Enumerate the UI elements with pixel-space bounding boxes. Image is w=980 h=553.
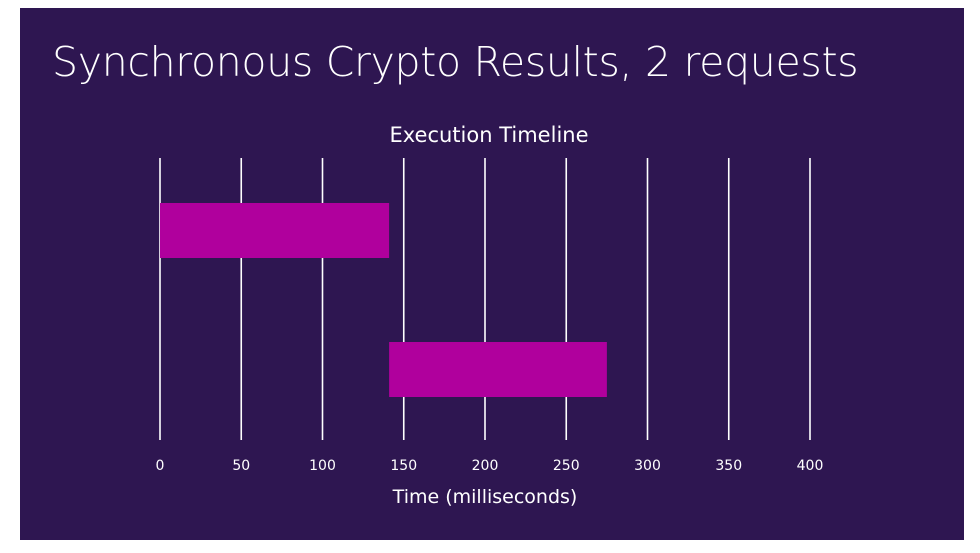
x-tick-label-100: 100 — [309, 458, 336, 474]
x-tick-label-350: 350 — [715, 458, 742, 474]
x-tick-label-50: 50 — [232, 458, 250, 474]
slide: Synchronous Crypto Results, 2 requests E… — [20, 8, 964, 540]
x-tick-labels: 0 50 100 150 200 250 300 350 400 — [156, 458, 824, 474]
x-tick-label-300: 300 — [634, 458, 661, 474]
x-tick-label-250: 250 — [553, 458, 580, 474]
x-tick-label-0: 0 — [156, 458, 165, 474]
execution-timeline-chart: Execution Timeline 0 50 100 150 200 250 300 350… — [156, 123, 824, 508]
bars — [160, 203, 607, 397]
timeline-bar-2 — [389, 342, 607, 397]
x-tick-label-150: 150 — [390, 458, 417, 474]
slide-title: Synchronous Crypto Results, 2 requests — [52, 38, 859, 86]
timeline-bar-1 — [160, 203, 390, 258]
x-tick-label-200: 200 — [472, 458, 499, 474]
x-axis-title: Time (milliseconds) — [392, 486, 578, 508]
gridlines — [159, 158, 811, 440]
x-tick-label-400: 400 — [797, 458, 824, 474]
chart-title: Execution Timeline — [389, 123, 588, 147]
